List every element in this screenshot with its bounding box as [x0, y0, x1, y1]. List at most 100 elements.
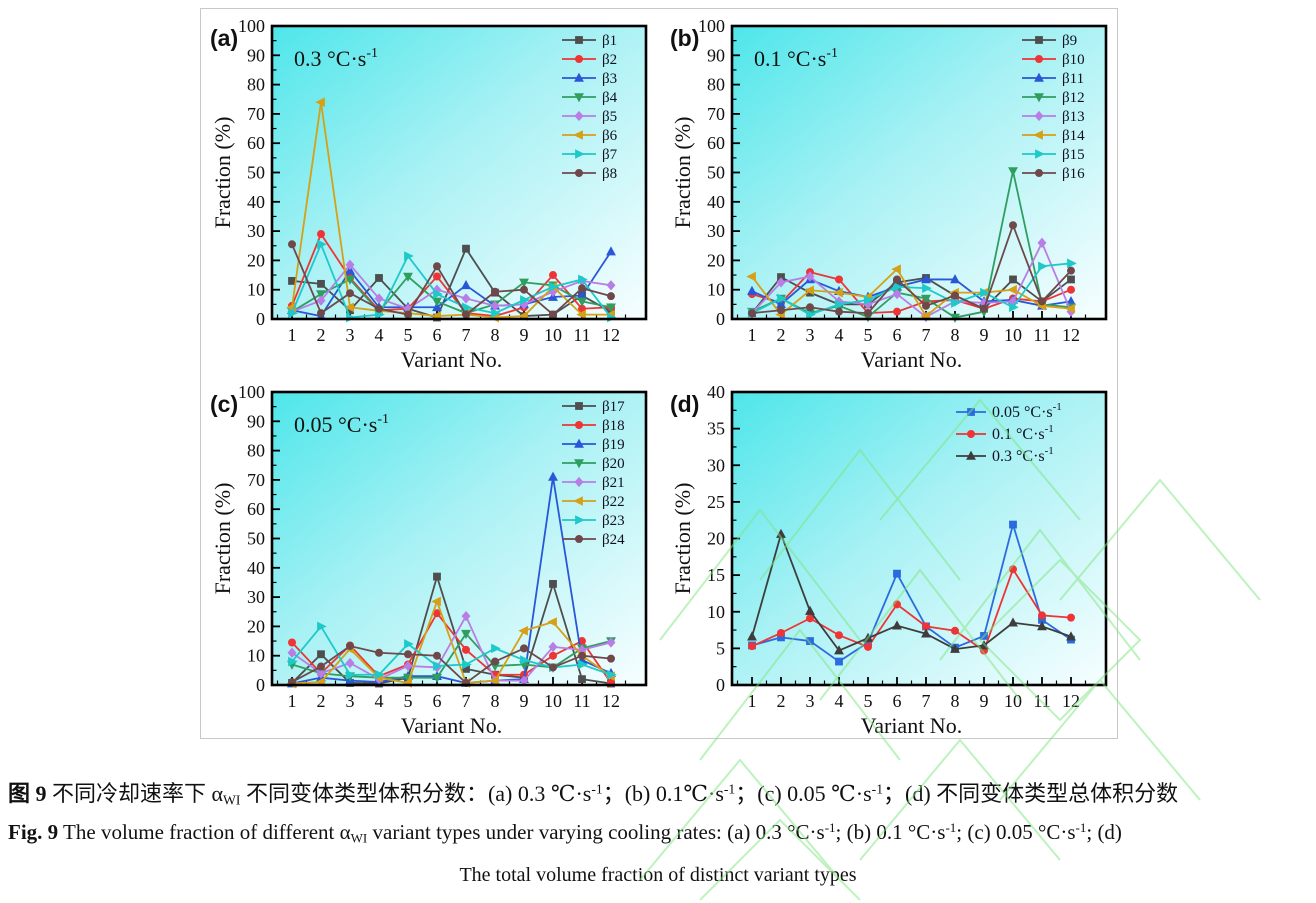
- svg-text:β3: β3: [602, 71, 617, 87]
- svg-text:10: 10: [1004, 325, 1022, 345]
- svg-text:β16: β16: [1062, 166, 1085, 182]
- svg-text:12: 12: [602, 325, 620, 345]
- svg-text:4: 4: [835, 691, 844, 711]
- svg-text:50: 50: [247, 529, 265, 549]
- svg-text:0: 0: [716, 309, 725, 329]
- caption-segment: -1: [945, 820, 957, 835]
- svg-text:80: 80: [247, 75, 265, 95]
- svg-text:70: 70: [247, 104, 265, 124]
- svg-text:35: 35: [707, 419, 725, 439]
- svg-text:6: 6: [433, 325, 442, 345]
- svg-text:5: 5: [716, 638, 725, 658]
- svg-text:2: 2: [317, 325, 326, 345]
- plot-frame: [270, 390, 648, 687]
- svg-text:3: 3: [806, 325, 815, 345]
- series-β24: [288, 642, 615, 687]
- svg-text:30: 30: [247, 221, 265, 241]
- svg-text:β15: β15: [1062, 147, 1085, 163]
- x-axis-title: Variant No.: [401, 347, 502, 372]
- svg-text:90: 90: [707, 45, 725, 65]
- svg-text:β20: β20: [602, 456, 625, 472]
- svg-text:5: 5: [404, 325, 413, 345]
- svg-text:0: 0: [716, 675, 725, 695]
- svg-text:β18: β18: [602, 418, 625, 434]
- svg-text:30: 30: [707, 221, 725, 241]
- legend: β17 β18 β19 β20 β21 β22 β23 β24: [562, 399, 625, 548]
- svg-text:20: 20: [247, 250, 265, 270]
- cooling-rate-annotation: 0.3 °C·s-1: [294, 46, 378, 71]
- svg-text:4: 4: [375, 691, 384, 711]
- svg-text:20: 20: [707, 250, 725, 270]
- caption-segment: The volume fraction of different α: [58, 820, 351, 845]
- svg-text:11: 11: [573, 691, 590, 711]
- svg-text:12: 12: [602, 691, 620, 711]
- svg-text:8: 8: [491, 325, 500, 345]
- caption-segment: -1: [871, 781, 884, 797]
- caption-segment: 不同冷却速率下 α: [46, 781, 224, 806]
- svg-text:β13: β13: [1062, 109, 1085, 125]
- svg-text:β21: β21: [602, 475, 625, 491]
- svg-text:β11: β11: [1062, 71, 1084, 87]
- caption-segment: -1: [824, 820, 836, 835]
- svg-text:15: 15: [707, 565, 725, 585]
- svg-text:6: 6: [433, 691, 442, 711]
- svg-text:60: 60: [247, 133, 265, 153]
- svg-text:0: 0: [256, 309, 265, 329]
- panel-label: (a): [210, 25, 238, 51]
- caption-english: Fig. 9 The volume fraction of different …: [8, 820, 1308, 846]
- svg-text:β10: β10: [1062, 52, 1085, 68]
- svg-text:6: 6: [893, 691, 902, 711]
- svg-text:8: 8: [491, 691, 500, 711]
- caption-segment: ；(c) 0.05 ℃·s: [735, 781, 872, 806]
- svg-text:7: 7: [922, 691, 931, 711]
- svg-text:0.1 °C·s-1: 0.1 °C·s-1: [992, 423, 1054, 443]
- legend: β9 β10 β11 β12 β13 β14 β15 β16: [1022, 33, 1085, 182]
- svg-text:3: 3: [346, 691, 355, 711]
- svg-text:10: 10: [707, 602, 725, 622]
- legend: β1 β2 β3 β4 β5 β6 β7 β8: [562, 33, 618, 182]
- svg-text:0.05 °C·s-1: 0.05 °C·s-1: [992, 401, 1062, 421]
- svg-text:10: 10: [247, 280, 265, 300]
- legend: 0.05 °C·s-10.1 °C·s-10.3 °C·s-1: [956, 401, 1062, 465]
- svg-text:9: 9: [980, 691, 989, 711]
- series-β8: [288, 240, 615, 319]
- caption-segment: 不同变体类型体积分数：(a) 0.3 ℃·s: [240, 781, 592, 806]
- svg-text:9: 9: [980, 325, 989, 345]
- svg-text:5: 5: [864, 325, 873, 345]
- caption-segment: Fig. 9: [8, 820, 59, 845]
- svg-text:β12: β12: [1062, 90, 1085, 106]
- svg-text:β4: β4: [602, 90, 618, 106]
- svg-text:50: 50: [247, 163, 265, 183]
- svg-text:1: 1: [748, 691, 757, 711]
- series-β16: [748, 221, 1075, 318]
- svg-text:β7: β7: [602, 147, 618, 163]
- svg-text:90: 90: [247, 411, 265, 431]
- x-axis-title: Variant No.: [861, 347, 962, 372]
- svg-text:β5: β5: [602, 109, 617, 125]
- plot-frame: [730, 24, 1108, 321]
- svg-text:β19: β19: [602, 437, 625, 453]
- panel-label: (d): [670, 391, 699, 417]
- svg-text:β1: β1: [602, 33, 617, 49]
- caption-segment: -1: [1075, 820, 1087, 835]
- svg-text:6: 6: [893, 325, 902, 345]
- caption-segment: ; (b) 0.1 °C·s: [835, 820, 946, 845]
- svg-text:60: 60: [707, 133, 725, 153]
- y-axis-title: Fraction (%): [210, 483, 235, 595]
- series-β15: [748, 258, 1077, 320]
- svg-text:40: 40: [247, 192, 265, 212]
- y-axis-title: Fraction (%): [210, 117, 235, 229]
- svg-text:β8: β8: [602, 166, 617, 182]
- y-axis-title: Fraction (%): [670, 117, 695, 229]
- svg-text:0: 0: [256, 675, 265, 695]
- svg-text:9: 9: [520, 325, 529, 345]
- svg-text:β22: β22: [602, 494, 625, 510]
- svg-text:40: 40: [707, 192, 725, 212]
- caption-segment: variant types under varying cooling rate…: [367, 820, 825, 845]
- svg-text:25: 25: [707, 492, 725, 512]
